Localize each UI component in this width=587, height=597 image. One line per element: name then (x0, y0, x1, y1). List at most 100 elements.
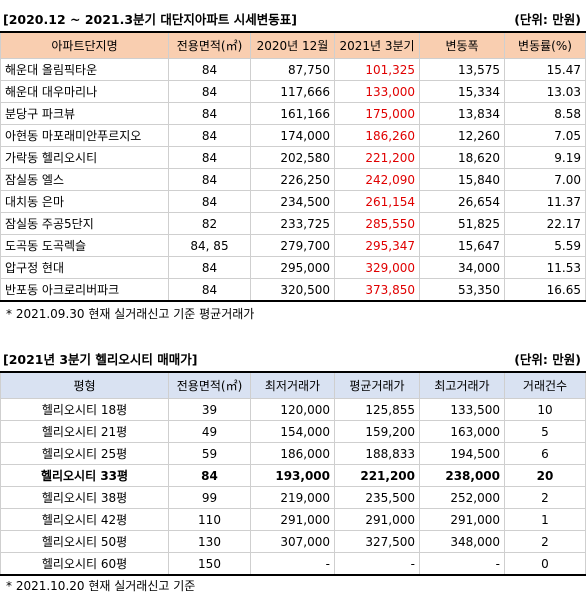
table1-title: [2020.12 ~ 2021.3분기 대단지아파트 시세변동표] (3, 12, 297, 27)
table-cell: 15.47 (504, 58, 586, 81)
table-row: 헬리오시티 50평 130 307,000 327,500 348,000 2 (0, 530, 586, 553)
table-row: 헬리오시티 18평 39 120,000 125,855 133,500 10 (0, 398, 586, 421)
table-row: 헬리오시티 60평 150- - -0 (0, 552, 586, 576)
table-row: 압구정 현대 84 295,000 329,000 34,000 11.53 (0, 256, 586, 279)
table-cell: 186,000 (250, 442, 335, 465)
table1-title-row: [2020.12 ~ 2021.3분기 대단지아파트 시세변동표] (단위: 만… (0, 4, 587, 28)
table-cell: 대치동 은마 (0, 190, 169, 213)
table-cell: 5.59 (504, 234, 586, 257)
table-cell: 8.58 (504, 102, 586, 125)
table-cell: 0 (504, 552, 586, 576)
table-cell: 295,000 (250, 256, 335, 279)
table-cell: 194,500 (419, 442, 505, 465)
table-row: 분당구 파크뷰 84 161,166 175,000 13,834 8.58 (0, 102, 586, 125)
table-cell: 15,334 (419, 80, 505, 103)
table-cell: 221,200 (334, 146, 420, 169)
table-row: 헬리오시티 25평 59 186,000 188,833 194,500 6 (0, 442, 586, 465)
table-cell: 117,666 (250, 80, 335, 103)
table-row: 헬리오시티 21평 49 154,000 159,200 163,000 5 (0, 420, 586, 443)
table2-title: [2021년 3분기 헬리오시티 매매가] (3, 352, 198, 367)
table-cell: 234,500 (250, 190, 335, 213)
table-cell: 84 (168, 102, 251, 125)
table-cell: - (250, 552, 335, 576)
header-max-price: 최고거래가 (419, 371, 505, 399)
table-cell: 헬리오시티 25평 (0, 442, 169, 465)
table-cell: 99 (168, 486, 251, 509)
table-row: 잠실동 주공5단지 82 233,725 285,550 51,825 22.17 (0, 212, 586, 235)
table-cell: 295,347 (334, 234, 420, 257)
table-cell: 헬리오시티 60평 (0, 552, 169, 576)
table-cell: 329,000 (334, 256, 420, 279)
table-cell: 1 (504, 508, 586, 531)
table-cell: 373,850 (334, 278, 420, 302)
table-cell: 59 (168, 442, 251, 465)
table2-unit: (단위: 만원) (514, 352, 581, 367)
table-cell: 84 (168, 146, 251, 169)
table-cell: 13.03 (504, 80, 586, 103)
table-row: 가락동 헬리오시티 84 202,580 221,200 18,620 9.19 (0, 146, 586, 169)
table-cell: 7.05 (504, 124, 586, 147)
table-cell: 87,750 (250, 58, 335, 81)
table-cell: 압구정 현대 (0, 256, 169, 279)
table-cell: 2 (504, 530, 586, 553)
table-cell: 84 (168, 256, 251, 279)
table-cell: 반포동 아크로리버파크 (0, 278, 169, 302)
table-cell: 159,200 (334, 420, 420, 443)
table-cell: 20 (504, 464, 586, 487)
table-cell: 175,000 (334, 102, 420, 125)
table-cell: 13,575 (419, 58, 505, 81)
header-avg-price: 평균거래가 (334, 371, 420, 399)
header-min-price: 최저거래가 (250, 371, 335, 399)
header-trade-count: 거래건수 (504, 371, 586, 399)
table-cell: 193,000 (250, 464, 335, 487)
table-cell: 11.53 (504, 256, 586, 279)
table-cell: 161,166 (250, 102, 335, 125)
header-q3-2021: 2021년 3분기 (334, 31, 420, 59)
table-cell: 헬리오시티 50평 (0, 530, 169, 553)
header-change-rate: 변동률(%) (504, 31, 586, 59)
table-cell: 226,250 (250, 168, 335, 191)
table-cell: 84 (168, 464, 251, 487)
table-cell: 9.19 (504, 146, 586, 169)
table-cell: 261,154 (334, 190, 420, 213)
table-cell: 202,580 (250, 146, 335, 169)
table2-header-row: 평형 전용면적(㎡) 최저거래가 평균거래가 최고거래가 거래건수 (0, 371, 586, 399)
table-cell: 84 (168, 190, 251, 213)
table-cell: 2 (504, 486, 586, 509)
table-cell: 291,000 (419, 508, 505, 531)
table-cell: 150 (168, 552, 251, 576)
table2-note: * 2021.10.20 현재 실거래신고 기준 (6, 579, 196, 593)
table-cell: 125,855 (334, 398, 420, 421)
table1-note: * 2021.09.30 현재 실거래신고 기준 평균거래가 (6, 307, 255, 321)
price-change-table: 아파트단지명 전용면적(㎡) 2020년 12월 2021년 3분기 변동폭 변… (0, 31, 586, 302)
header-change: 변동폭 (419, 31, 505, 59)
table-cell: 해운대 올림픽타운 (0, 58, 169, 81)
table-row: 도곡동 도곡렉슬 84, 85 279,700 295,347 15,647 5.59 (0, 234, 586, 257)
header-size-class: 평형 (0, 371, 169, 399)
table-cell: 잠실동 주공5단지 (0, 212, 169, 235)
table-cell: - (419, 552, 505, 576)
table-cell: 188,833 (334, 442, 420, 465)
table-cell: 235,500 (334, 486, 420, 509)
table-cell: 291,000 (250, 508, 335, 531)
header-complex-name: 아파트단지명 (0, 31, 169, 59)
table-cell: 285,550 (334, 212, 420, 235)
table-cell: 26,654 (419, 190, 505, 213)
table-cell: 279,700 (250, 234, 335, 257)
table-cell: 22.17 (504, 212, 586, 235)
table-cell: 5 (504, 420, 586, 443)
table-cell: 49 (168, 420, 251, 443)
table-cell: 133,000 (334, 80, 420, 103)
table1-unit: (단위: 만원) (514, 12, 581, 27)
table-cell: 242,090 (334, 168, 420, 191)
table-cell: 110 (168, 508, 251, 531)
table-cell: 174,000 (250, 124, 335, 147)
table-cell: 219,000 (250, 486, 335, 509)
table-cell: 15,647 (419, 234, 505, 257)
table-cell: 6 (504, 442, 586, 465)
table-cell: 51,825 (419, 212, 505, 235)
table-cell: 15,840 (419, 168, 505, 191)
table-cell: 84 (168, 278, 251, 302)
table1-header-row: 아파트단지명 전용면적(㎡) 2020년 12월 2021년 3분기 변동폭 변… (0, 31, 586, 59)
table-row: 헬리오시티 38평 99 219,000 235,500 252,000 2 (0, 486, 586, 509)
